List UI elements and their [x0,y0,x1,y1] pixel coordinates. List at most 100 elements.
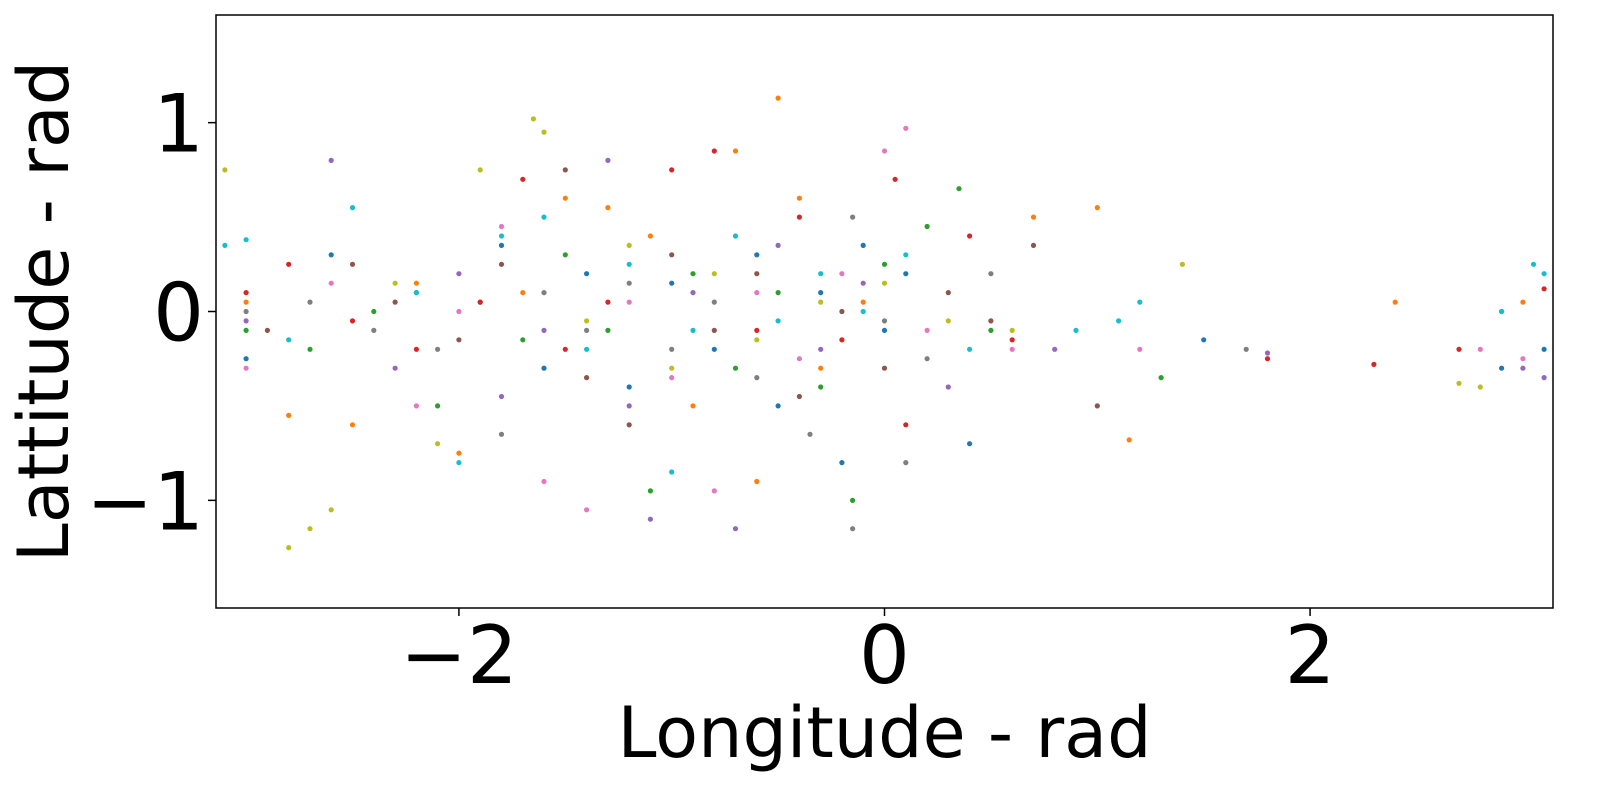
data-point [956,186,962,192]
data-point [413,403,419,409]
data-point [988,271,994,277]
data-point [754,478,760,485]
data-point [520,176,526,182]
x-tick-label: 0 [859,609,910,702]
y-tick-label: −1 [86,455,204,548]
data-point [562,195,568,201]
data-point [1499,365,1505,371]
data-point [754,337,760,343]
data-point [243,327,249,333]
data-point [669,252,675,258]
data-point [903,271,909,277]
data-point [541,327,547,333]
data-point [711,488,717,494]
data-point [605,157,611,163]
data-point [1392,299,1398,305]
data-point [349,422,356,428]
data-point [222,167,228,173]
data-point [349,318,356,324]
data-point [371,308,377,315]
data-point [775,95,781,101]
data-point [584,271,590,277]
data-point [775,318,781,324]
data-point [732,526,739,532]
y-tick-label: 0 [153,267,204,360]
x-axis-label: Longitude - rad [617,692,1151,774]
data-point [626,422,632,428]
data-point [562,346,568,352]
data-point [711,148,717,154]
data-point [818,271,824,277]
data-point [584,327,590,333]
data-point [1009,346,1015,352]
data-point [456,308,462,315]
data-point [584,507,590,513]
data-point [1541,286,1547,292]
data-point [392,299,398,305]
data-point [243,365,249,371]
data-point [1456,346,1462,352]
data-point [903,252,909,258]
data-point [850,497,856,503]
data-point [243,290,249,296]
data-point [1530,261,1537,267]
x-tick-label: 2 [1285,609,1336,702]
data-point [1264,356,1271,362]
data-point [498,223,505,230]
data-point [775,403,781,409]
data-point [349,205,356,211]
data-point [1158,375,1164,381]
data-point [1477,384,1483,390]
data-point [435,441,441,447]
data-point [860,299,866,305]
data-point [775,290,781,296]
data-point [1264,350,1271,356]
data-point [1137,299,1143,305]
data-point [243,237,249,243]
data-point [839,460,845,466]
data-point [392,280,398,286]
data-point [860,242,866,248]
data-point [626,299,632,305]
data-point [818,299,824,305]
data-point [945,318,951,324]
data-point [477,299,483,305]
data-point [924,327,930,333]
data-point [690,327,696,333]
data-point [307,346,313,352]
data-point [903,125,909,131]
data-point [498,261,505,267]
data-point [456,271,462,277]
data-point [924,223,930,230]
x-tick-label: −2 [400,609,518,702]
data-point [881,280,888,286]
data-point [669,469,675,475]
data-point [584,346,590,352]
data-point [796,195,803,201]
data-point [754,375,760,381]
data-point [754,252,760,258]
data-point [775,242,781,248]
data-point [732,148,739,154]
data-point [754,327,760,333]
data-point [860,308,866,315]
data-point [605,327,611,333]
data-point [626,280,632,286]
data-point [626,261,632,267]
data-point [371,327,377,333]
data-point [839,337,845,343]
data-point [307,299,313,305]
data-point [328,157,334,163]
data-point [690,271,696,277]
data-point [541,365,547,371]
data-point [1541,346,1547,352]
data-point [605,205,611,211]
data-point [881,365,888,371]
data-point [881,327,888,333]
data-point [222,242,228,248]
data-point [520,290,526,296]
data-point [839,271,845,277]
data-point [711,299,717,305]
data-point [924,356,930,362]
